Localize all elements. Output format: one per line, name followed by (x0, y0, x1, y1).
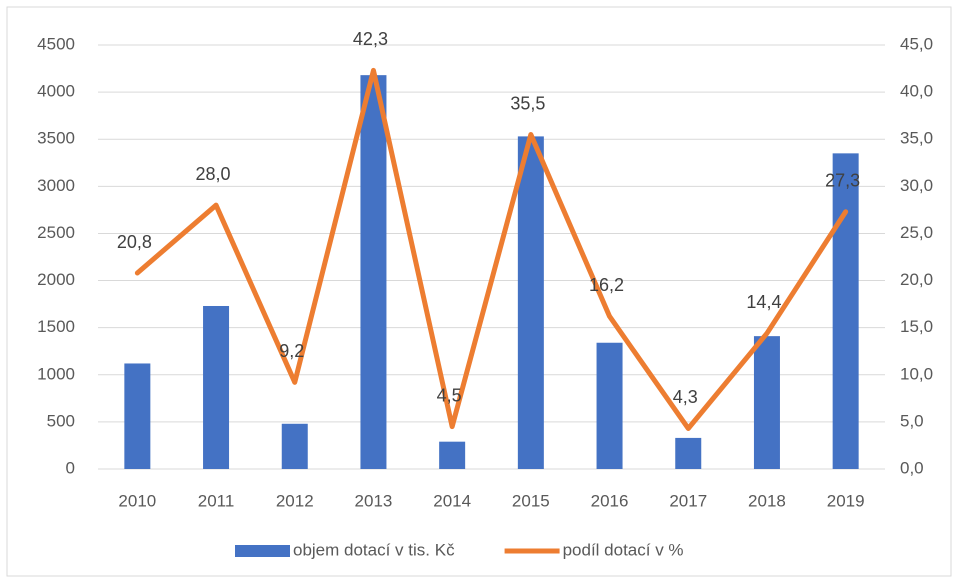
y-tick-label: 4000 (37, 82, 75, 101)
data-label: 14,4 (746, 292, 781, 312)
y-tick-label: 0 (66, 458, 75, 477)
legend-label: objem dotací v tis. Kč (293, 540, 455, 559)
x-tick-label: 2011 (198, 491, 235, 510)
y2-tick-label: 25,0 (900, 223, 933, 242)
x-tick-label: 2010 (118, 491, 156, 510)
bar (281, 423, 308, 469)
line (134, 67, 849, 431)
y2-tick-label: 45,0 (900, 34, 933, 53)
x-tick-label: 2015 (512, 491, 550, 510)
data-label: 35,5 (510, 93, 545, 113)
y-tick-label: 2000 (37, 270, 75, 289)
bar (675, 437, 702, 469)
bar (360, 75, 387, 469)
x-tick-label: 2018 (748, 491, 786, 510)
y2-tick-label: 40,0 (900, 82, 933, 101)
bar (517, 136, 544, 469)
x-tick-label: 2019 (827, 491, 865, 510)
data-label: 4,5 (437, 385, 462, 405)
data-label: 20,8 (117, 232, 152, 252)
y-tick-label: 500 (47, 411, 75, 430)
x-tick-label: 2017 (669, 491, 707, 510)
x-tick-label: 2013 (355, 491, 393, 510)
bar (203, 305, 230, 469)
bar (439, 441, 466, 469)
bar (596, 342, 623, 469)
y-tick-label: 4500 (37, 34, 75, 53)
data-label: 27,3 (825, 171, 860, 191)
y-tick-label: 3500 (37, 129, 75, 148)
y2-tick-label: 0,0 (900, 458, 924, 477)
bar (124, 363, 151, 469)
y2-tick-label: 20,0 (900, 270, 933, 289)
y-tick-label: 1000 (37, 364, 75, 383)
x-tick-label: 2016 (591, 491, 629, 510)
data-label: 16,2 (589, 275, 624, 295)
y-tick-label: 3000 (37, 176, 75, 195)
legend-swatch (235, 545, 290, 557)
x-tick-label: 2012 (276, 491, 314, 510)
legend-label: podíl dotací v % (563, 540, 684, 559)
data-label: 9,2 (279, 341, 304, 361)
bar (832, 153, 859, 469)
bar (753, 336, 780, 469)
y-tick-label: 1500 (37, 317, 75, 336)
y2-tick-label: 35,0 (900, 129, 933, 148)
data-label: 4,3 (673, 387, 698, 407)
y-tick-label: 2500 (37, 223, 75, 242)
y2-tick-label: 10,0 (900, 364, 933, 383)
x-tick-label: 2014 (433, 491, 471, 510)
data-label: 42,3 (353, 29, 388, 49)
data-label: 28,0 (196, 164, 231, 184)
y2-tick-label: 30,0 (900, 176, 933, 195)
y2-tick-label: 5,0 (900, 411, 924, 430)
y2-tick-label: 15,0 (900, 317, 933, 336)
